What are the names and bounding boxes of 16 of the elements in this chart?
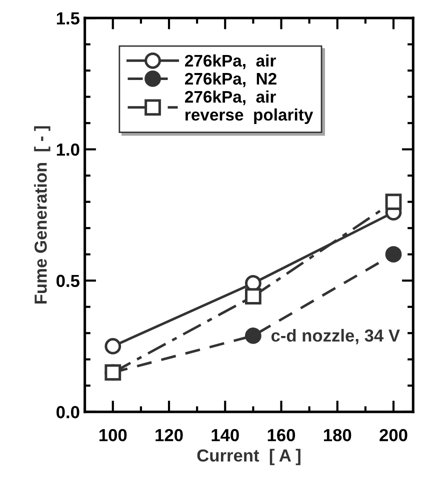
y-tick-label: 0.0 <box>56 406 80 418</box>
legend-label: 276kPa, N2 <box>185 72 276 88</box>
y-axis-title: Fume Generation [ - ] <box>34 126 50 304</box>
x-tick-label: 140 <box>212 428 239 442</box>
y-tick-label: 1.0 <box>56 143 80 156</box>
x-tick-label: 160 <box>268 428 296 442</box>
y-tick-label: 1.5 <box>56 12 80 25</box>
legend-label: 276kPa, air <box>185 54 276 70</box>
x-tick-label: 120 <box>156 428 183 442</box>
y-tick-label: 0.5 <box>56 274 80 288</box>
x-tick-label: 100 <box>99 428 127 442</box>
x-axis-title: Current [ A ] <box>197 448 300 466</box>
x-tick-label: 180 <box>324 428 352 442</box>
x-tick-label: 200 <box>380 428 408 442</box>
legend-label: 276kPa, air reverse polarity <box>185 90 314 124</box>
annotation: c-d nozzle, 34 V <box>271 328 400 344</box>
